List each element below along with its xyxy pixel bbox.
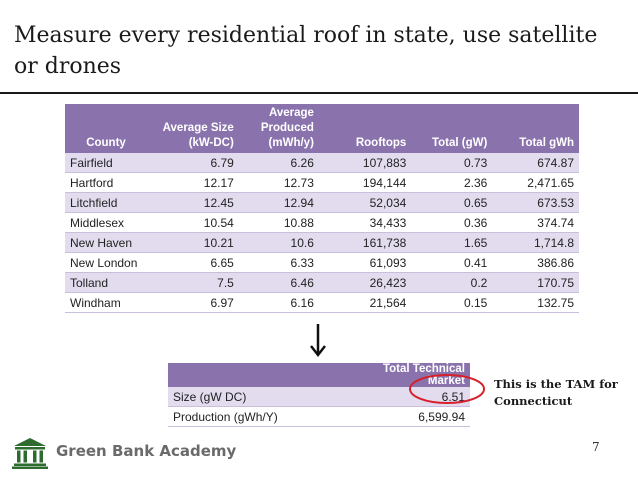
highlight-oval: [409, 374, 485, 404]
table-cell: 673.53: [492, 192, 579, 213]
table-cell: Windham: [65, 292, 147, 313]
table-cell: 6.79: [146, 153, 239, 173]
table-cell: 26,423: [318, 272, 412, 293]
table-cell: New Haven: [65, 232, 147, 253]
table-row: Size (gW DC) 6.51: [168, 387, 470, 407]
table-cell: 61,093: [318, 252, 412, 273]
table-cell: Production (gWh/Y): [168, 406, 338, 427]
table-cell: 6.16: [238, 292, 319, 313]
header-cell: Average Produced (mWh/y): [238, 104, 319, 153]
table-header-row: County Average Size (kW-DC) Average Prod…: [65, 104, 579, 153]
bank-building-icon: [12, 438, 48, 469]
table-row: New Haven 10.21 10.6 161,738 1.65 1,714.…: [65, 232, 579, 253]
table-cell: Middlesex: [65, 212, 147, 233]
table-row: New London 6.65 6.33 61,093 0.41 386.86: [65, 252, 579, 273]
header-cell: Total (gW): [411, 104, 493, 153]
header-cell: Rooftops: [318, 104, 412, 153]
table-cell: 2,471.65: [492, 172, 579, 193]
table-cell: 107,883: [318, 153, 412, 173]
down-arrow-icon: [310, 324, 326, 358]
table-row: Litchfield 12.45 12.94 52,034 0.65 673.5…: [65, 192, 579, 213]
table-cell: New London: [65, 252, 147, 273]
table-cell: 12.17: [146, 172, 239, 193]
table-cell: 0.2: [411, 272, 493, 293]
table-cell: 12.94: [238, 192, 319, 213]
table-cell: 34,433: [318, 212, 412, 233]
table-cell: 386.86: [492, 252, 579, 273]
table-cell: 374.74: [492, 212, 579, 233]
table-cell: 10.6: [238, 232, 319, 253]
table-cell: 0.41: [411, 252, 493, 273]
table-cell: 1,714.8: [492, 232, 579, 253]
table-cell: 12.73: [238, 172, 319, 193]
table-cell: Hartford: [65, 172, 147, 193]
table-cell: 12.45: [146, 192, 239, 213]
table-cell: 132.75: [492, 292, 579, 313]
table-cell: 6.33: [238, 252, 319, 273]
table-cell: 6,599.94: [338, 406, 470, 427]
table-cell: 10.88: [238, 212, 319, 233]
table-cell: 21,564: [318, 292, 412, 313]
table-cell: 0.36: [411, 212, 493, 233]
table-cell: 194,144: [318, 172, 412, 193]
table-cell: Tolland: [65, 272, 147, 293]
table-row: Hartford 12.17 12.73 194,144 2.36 2,471.…: [65, 172, 579, 193]
table-cell: 6.46: [238, 272, 319, 293]
table-cell: 0.15: [411, 292, 493, 313]
table-cell: 2.36: [411, 172, 493, 193]
table-row: Windham 6.97 6.16 21,564 0.15 132.75: [65, 292, 579, 313]
tam-table: Total Technical Market Size (gW DC) 6.51…: [168, 363, 470, 427]
header-cell: County: [65, 104, 147, 153]
tam-size-value: 6.51: [338, 387, 470, 407]
table-cell: 1.65: [411, 232, 493, 253]
table-cell: 52,034: [318, 192, 412, 213]
table-cell: 0.73: [411, 153, 493, 173]
table-cell: 674.87: [492, 153, 579, 173]
page-number: 7: [592, 440, 600, 454]
header-cell: Total gWh: [492, 104, 579, 153]
table-row: Tolland 7.5 6.46 26,423 0.2 170.75: [65, 272, 579, 293]
brand-name: Green Bank Academy: [56, 442, 237, 460]
title-divider: [0, 92, 638, 94]
table-cell: Fairfield: [65, 153, 147, 173]
table-cell: 6.26: [238, 153, 319, 173]
table-row: Fairfield 6.79 6.26 107,883 0.73 674.87: [65, 153, 579, 173]
table-cell: Size (gW DC): [168, 387, 338, 407]
header-cell: Average Size (kW-DC): [146, 104, 239, 153]
table-row: Middlesex 10.54 10.88 34,433 0.36 374.74: [65, 212, 579, 233]
table-cell: 7.5: [146, 272, 239, 293]
table-cell: 10.54: [146, 212, 239, 233]
tam-header-row: Total Technical Market: [168, 363, 470, 387]
tam-note: This is the TAM for Connecticut: [494, 377, 618, 408]
table-cell: 6.65: [146, 252, 239, 273]
table-row: Production (gWh/Y) 6,599.94: [168, 406, 470, 427]
table-cell: 161,738: [318, 232, 412, 253]
table-cell: 6.97: [146, 292, 239, 313]
header-cell: [168, 363, 338, 387]
county-table: County Average Size (kW-DC) Average Prod…: [65, 104, 579, 313]
table-cell: 170.75: [492, 272, 579, 293]
table-cell: 0.65: [411, 192, 493, 213]
table-cell: Litchfield: [65, 192, 147, 213]
slide-title: Measure every residential roof in state,…: [14, 23, 598, 79]
table-cell: 10.21: [146, 232, 239, 253]
